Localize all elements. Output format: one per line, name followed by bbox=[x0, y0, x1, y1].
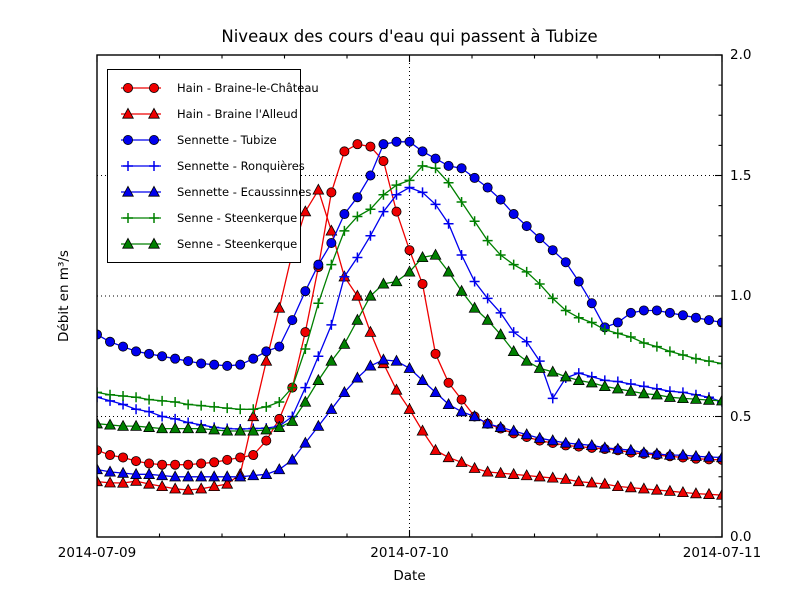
axis-ticks bbox=[96, 54, 723, 538]
chart-title: Niveaux des cours d'eau qui passent à Tu… bbox=[221, 27, 598, 46]
legend-sample-triangle-icon bbox=[121, 185, 161, 197]
legend-label: Senne - Steenkerque bbox=[177, 211, 298, 225]
legend-sample-triangle-icon bbox=[121, 107, 161, 119]
legend-label: Sennette - Ecaussinnes bbox=[177, 185, 312, 199]
legend-label: Sennette - Ronquières bbox=[177, 159, 305, 173]
legend-label: Hain - Braine l'Alleud bbox=[177, 107, 298, 121]
series-group bbox=[97, 136, 722, 500]
x-tick-label: 2014-07-09 bbox=[57, 545, 137, 561]
legend-item: Sennette - Ecaussinnes bbox=[118, 179, 311, 205]
legend-sample-plus-icon bbox=[121, 213, 161, 223]
legend-item: Senne - Steenkerque bbox=[118, 231, 300, 257]
series-4-sennette-ecaussinnes bbox=[97, 353, 722, 482]
legend: Hain - Braine-le-Château Hain - Braine l'… bbox=[107, 69, 319, 263]
legend-item: Senne - Steenkerque bbox=[118, 205, 300, 231]
legend-label: Senne - Steenkerque bbox=[177, 237, 298, 251]
series-5-senne-steenkerque bbox=[97, 160, 722, 415]
x-tick-label: 2014-07-11 bbox=[682, 545, 762, 561]
x-axis-label: Date bbox=[393, 568, 426, 584]
legend-item: Sennette - Ronquières bbox=[118, 153, 305, 179]
legend-label: Hain - Braine-le-Château bbox=[177, 81, 319, 95]
legend-item: Hain - Braine l'Alleud bbox=[118, 101, 300, 127]
legend-sample-circle-icon bbox=[121, 83, 161, 93]
legend-item: Sennette - Tubize bbox=[118, 127, 300, 153]
series-6-senne-steenkerque bbox=[97, 248, 722, 436]
legend-label: Sennette - Tubize bbox=[177, 133, 277, 147]
legend-sample-plus-icon bbox=[121, 161, 161, 171]
legend-item: Hain - Braine-le-Château bbox=[118, 75, 319, 101]
legend-sample-circle-icon bbox=[121, 135, 161, 145]
legend-sample-triangle-icon bbox=[121, 237, 161, 249]
x-tick-label: 2014-07-10 bbox=[370, 545, 449, 561]
series-1-hain-braine-l-alleud bbox=[97, 183, 722, 500]
